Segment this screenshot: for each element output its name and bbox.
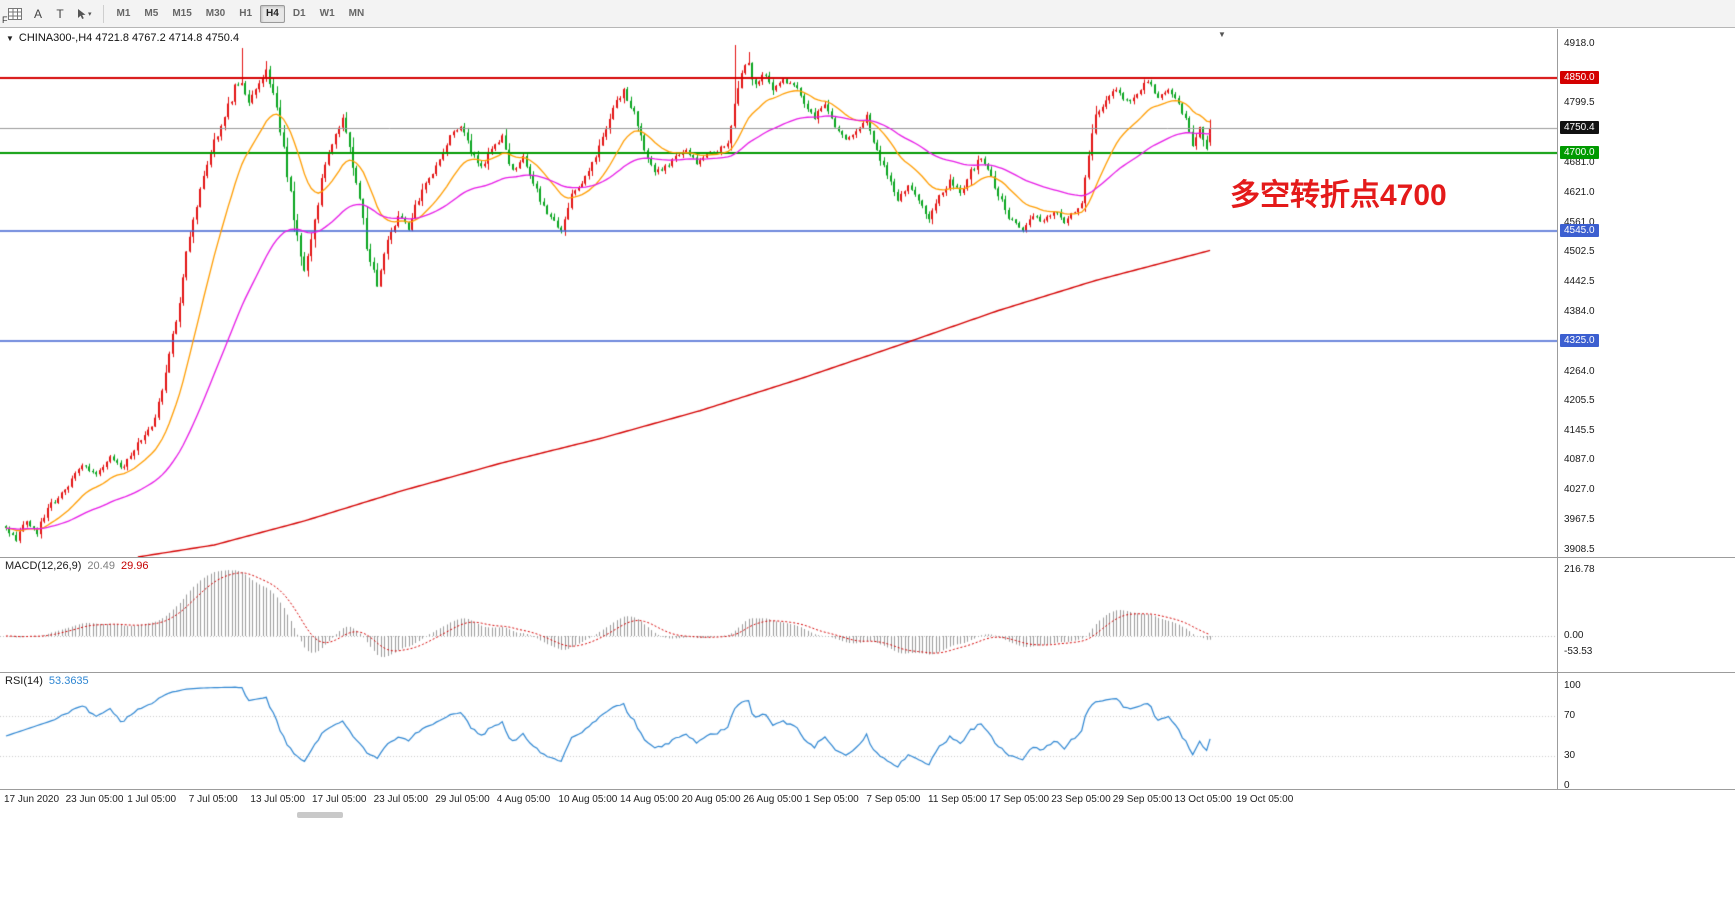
timeframe-mn[interactable]: MN bbox=[348, 8, 365, 19]
macd-canvas[interactable] bbox=[0, 558, 1557, 672]
grid-icon bbox=[8, 7, 22, 20]
time-axis-label: 23 Sep 05:00 bbox=[1051, 794, 1111, 805]
timeframe-m1[interactable]: M1 bbox=[116, 8, 131, 19]
timeframe-h4[interactable]: H4 bbox=[260, 4, 285, 23]
text-tool-t-button[interactable]: T bbox=[56, 6, 64, 21]
rsi-axis[interactable]: 100 70 30 0 bbox=[1557, 673, 1735, 791]
macd-name: MACD(12,26,9) bbox=[5, 560, 82, 572]
time-axis-label: 23 Jun 05:00 bbox=[65, 794, 124, 805]
text-tool-a-button[interactable]: A bbox=[33, 6, 42, 21]
rsi-axis-tick: 100 bbox=[1564, 680, 1581, 691]
price-axis-tick: 4621.0 bbox=[1564, 186, 1595, 198]
price-level-badge: 4545.0 bbox=[1560, 223, 1599, 237]
toolbar-f-label: F bbox=[2, 15, 8, 25]
symbol-info: ▼ CHINA300-,H4 4721.8 4767.2 4714.8 4750… bbox=[6, 32, 239, 44]
price-axis-tick: 4384.0 bbox=[1564, 305, 1595, 317]
time-axis-label: 1 Sep 05:00 bbox=[804, 794, 859, 805]
time-axis-label: 11 Sep 05:00 bbox=[928, 794, 987, 805]
time-axis-label: 4 Aug 05:00 bbox=[496, 794, 551, 805]
time-axis-label: 7 Sep 05:00 bbox=[866, 794, 921, 805]
cursor-arrow-icon bbox=[78, 8, 86, 19]
price-axis-tick: 4087.0 bbox=[1564, 454, 1595, 466]
time-axis-label: 29 Sep 05:00 bbox=[1112, 794, 1173, 805]
time-axis-label: 26 Aug 05:00 bbox=[743, 794, 803, 805]
time-axis-label: 17 Jun 2020 bbox=[4, 794, 60, 805]
time-axis-label: 13 Oct 05:00 bbox=[1174, 794, 1232, 805]
rsi-name: RSI(14) bbox=[5, 675, 43, 687]
macd-label: MACD(12,26,9) 20.49 29.96 bbox=[5, 560, 148, 572]
collapse-arrow-icon[interactable]: ▼ bbox=[6, 33, 14, 43]
price-axis-tick: 4502.5 bbox=[1564, 246, 1595, 258]
macd-panel: MACD(12,26,9) 20.49 29.96 216.78 0.00 -53.… bbox=[0, 558, 1735, 673]
time-axis-label: 17 Sep 05:00 bbox=[989, 794, 1050, 805]
timeframe-m30[interactable]: M30 bbox=[205, 8, 226, 19]
horizontal-scrollbar-thumb[interactable] bbox=[297, 812, 343, 818]
toolbar-separator bbox=[102, 4, 104, 23]
rsi-axis-tick: 0 bbox=[1564, 780, 1570, 791]
price-axis-tick: 4205.5 bbox=[1564, 394, 1595, 406]
price-axis-tick: 4681.0 bbox=[1564, 156, 1595, 168]
rsi-value: 53.3635 bbox=[48, 675, 89, 687]
time-axis-label: 20 Aug 05:00 bbox=[681, 794, 741, 805]
chart-grid-icon-button[interactable] bbox=[4, 4, 26, 24]
rsi-panel: RSI(14) 53.3635 100 70 30 0 bbox=[0, 673, 1735, 791]
time-axis-label: 1 Jul 05:00 bbox=[127, 794, 177, 805]
price-axis-tick: 4799.5 bbox=[1564, 97, 1595, 109]
price-level-badge: 4750.4 bbox=[1560, 120, 1599, 134]
price-axis-tick: 4145.5 bbox=[1564, 425, 1595, 436]
time-axis-label: 13 Jul 05:00 bbox=[250, 794, 305, 805]
rsi-axis-tick: 70 bbox=[1564, 710, 1576, 721]
time-axis-label: 10 Aug 05:00 bbox=[558, 794, 618, 805]
price-axis[interactable]: 4918.0 4799.5 4681.0 4621.0 4561.0 4502.5 4442… bbox=[1557, 29, 1735, 557]
rsi-canvas[interactable] bbox=[0, 673, 1557, 789]
chart-shift-marker-icon: ▼ bbox=[1218, 30, 1226, 39]
time-axis[interactable]: 17 Jun 2020 23 Jun 05:00 1 Jul 05:00 7 Jul … bbox=[0, 790, 1735, 812]
time-axis-label: 19 Oct 05:00 bbox=[1236, 794, 1294, 805]
price-axis-tick: 4918.0 bbox=[1564, 38, 1595, 50]
time-axis-label: 14 Aug 05:00 bbox=[620, 794, 679, 805]
price-axis-tick: 4264.0 bbox=[1564, 365, 1595, 377]
price-axis-tick: 4027.0 bbox=[1564, 484, 1595, 496]
macd-signal-value: 29.96 bbox=[120, 560, 149, 572]
timeframe-m5[interactable]: M5 bbox=[144, 8, 159, 19]
timeframe-d1[interactable]: D1 bbox=[292, 8, 306, 19]
rsi-label: RSI(14) 53.3635 bbox=[5, 675, 89, 687]
price-axis-tick: 3967.5 bbox=[1564, 514, 1595, 526]
annotation-text[interactable]: 多空转折点4700 bbox=[1230, 179, 1447, 212]
macd-axis-tick: 0.00 bbox=[1564, 630, 1584, 641]
macd-main-value: 20.49 bbox=[87, 560, 115, 572]
price-level-badge: 4850.0 bbox=[1560, 71, 1599, 85]
timeframe-m15[interactable]: M15 bbox=[172, 8, 192, 19]
macd-axis[interactable]: 216.78 0.00 -53.53 bbox=[1557, 558, 1735, 672]
timeframe-h1[interactable]: H1 bbox=[239, 8, 253, 19]
symbol-ohlc-text: CHINA300-,H4 4721.8 4767.2 4714.8 4750.4 bbox=[18, 32, 240, 44]
price-level-badge: 4700.0 bbox=[1560, 146, 1599, 160]
price-axis-tick: 4561.0 bbox=[1564, 216, 1595, 228]
rsi-axis-tick: 30 bbox=[1564, 750, 1576, 761]
price-axis-tick: 4442.5 bbox=[1564, 276, 1595, 288]
time-axis-label: 17 Jul 05:00 bbox=[312, 794, 367, 805]
price-level-badge: 4325.0 bbox=[1560, 334, 1599, 348]
macd-axis-tick: -53.53 bbox=[1564, 646, 1593, 658]
time-axis-label: 29 Jul 05:00 bbox=[435, 794, 490, 805]
time-axis-label: 23 Jul 05:00 bbox=[373, 794, 429, 805]
timeframe-w1[interactable]: W1 bbox=[319, 8, 335, 19]
price-chart-canvas[interactable] bbox=[0, 29, 1557, 557]
dropdown-caret-icon: ▾ bbox=[88, 10, 92, 18]
cursor-tool-button[interactable]: ▾ bbox=[72, 4, 96, 24]
timeframe-group: M1 M5 M15 M30 H1 H4 D1 W1 MN bbox=[111, 4, 371, 23]
price-panel: ▼ CHINA300-,H4 4721.8 4767.2 4714.8 4750… bbox=[0, 29, 1735, 558]
time-axis-label: 7 Jul 05:00 bbox=[188, 794, 238, 805]
price-axis-tick: 3908.5 bbox=[1564, 543, 1595, 555]
toolbar: A T ▾ M1 M5 M15 M30 H1 H4 D1 W1 MN F bbox=[0, 0, 1735, 28]
macd-axis-tick: 216.78 bbox=[1564, 564, 1595, 576]
